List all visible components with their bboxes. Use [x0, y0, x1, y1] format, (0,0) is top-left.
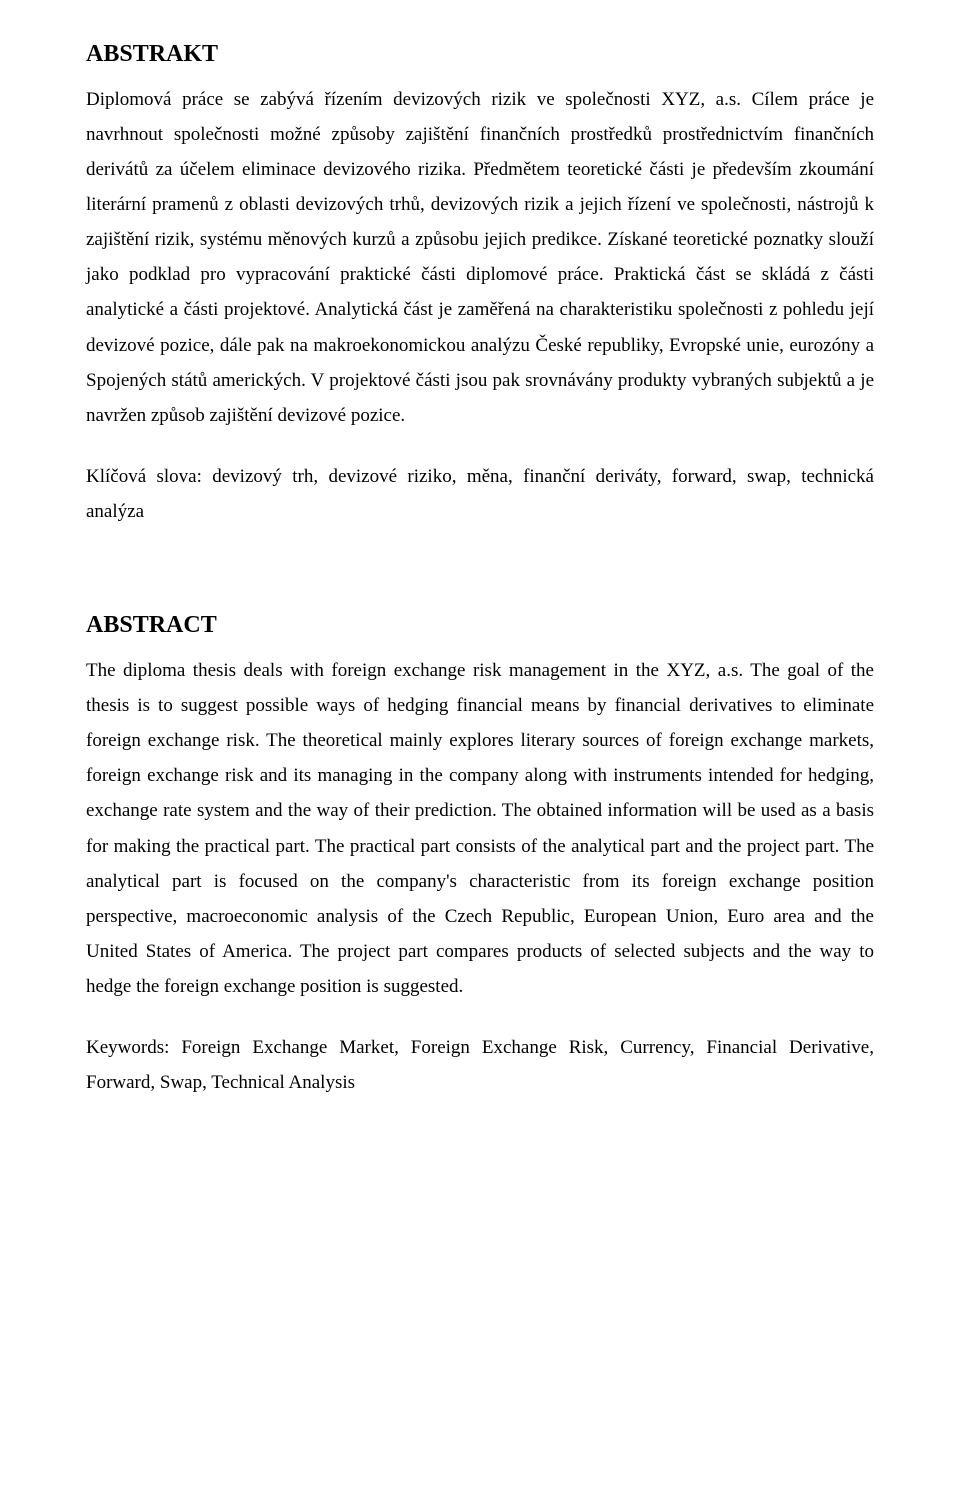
document-page: ABSTRAKT Diplomová práce se zabývá řízen…	[0, 0, 960, 1498]
keywords-cz: Klíčová slova: devizový trh, devizové ri…	[86, 459, 874, 529]
abstract-body-en: The diploma thesis deals with foreign ex…	[86, 653, 874, 1004]
abstrakt-body-cz: Diplomová práce se zabývá řízením devizo…	[86, 82, 874, 433]
section-spacer	[86, 579, 874, 609]
keywords-en: Keywords: Foreign Exchange Market, Forei…	[86, 1030, 874, 1100]
abstrakt-heading-cz: ABSTRAKT	[86, 38, 874, 72]
abstract-heading-en: ABSTRACT	[86, 609, 874, 643]
